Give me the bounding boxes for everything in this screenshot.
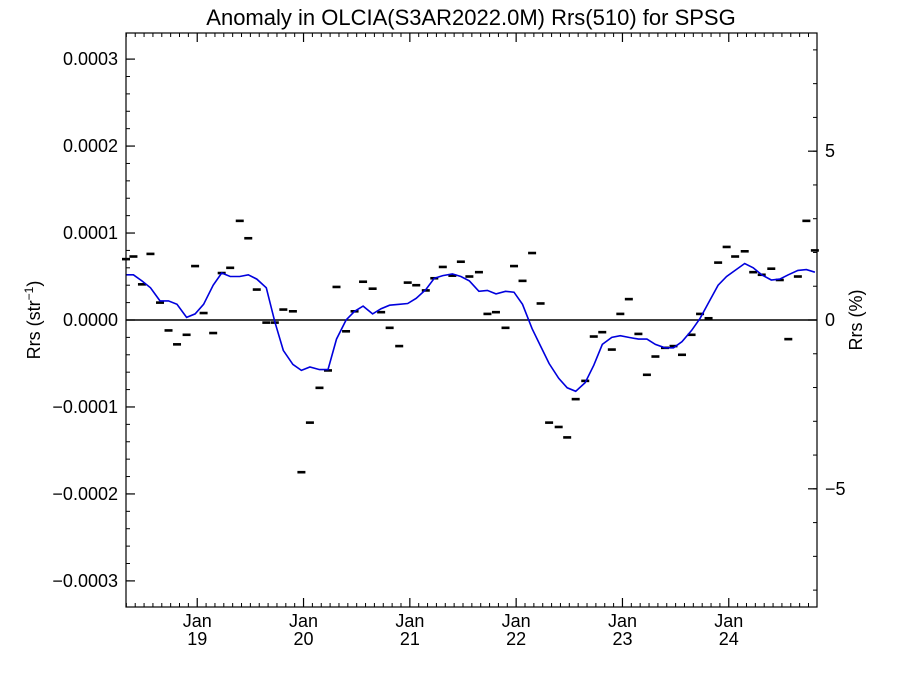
y-tick-label-2: 0.0001 (63, 223, 118, 243)
y-tick-label-4: −0.0001 (52, 397, 118, 417)
y-tick-label-6: −0.0003 (52, 571, 118, 591)
y2-axis-label: Rrs (%) (846, 290, 866, 351)
x-tick-month-2: Jan (395, 611, 424, 631)
plot-area (122, 32, 819, 608)
smoothed-anomaly-line (126, 262, 816, 393)
x-tick-month-5: Jan (714, 611, 743, 631)
y2-tick-label-0: 5 (825, 141, 835, 161)
y-axis-right: 5 0 −5 (808, 49, 846, 591)
y-tick-label-5: −0.0002 (52, 484, 118, 504)
y-tick-label-0: 0.0003 (63, 49, 118, 69)
data-points (122, 219, 819, 474)
y-tick-label-3: 0.0000 (63, 310, 118, 330)
x-tick-year-3: 22 (506, 629, 526, 649)
x-tick-month-4: Jan (608, 611, 637, 631)
y-tick-label-1: 0.0002 (63, 136, 118, 156)
x-tick-month-1: Jan (289, 611, 318, 631)
x-tick-year-5: 24 (719, 629, 739, 649)
chart-title: Anomaly in OLCIA(S3AR2022.0M) Rrs(510) f… (206, 5, 735, 30)
y-axis-label: Rrs (str−1) (22, 281, 44, 360)
x-tick-month-0: Jan (183, 611, 212, 631)
x-tick-year-4: 23 (612, 629, 632, 649)
y2-tick-label-1: 0 (825, 310, 835, 330)
y2-tick-label-2: −5 (825, 479, 846, 499)
x-tick-year-1: 20 (294, 629, 314, 649)
x-tick-month-3: Jan (502, 611, 531, 631)
y-axis-left: 0.0003 0.0002 0.0001 0.0000 −0.0001 −0.0002 −0… (52, 49, 135, 591)
x-tick-year-2: 21 (400, 629, 420, 649)
x-tick-year-0: 19 (187, 629, 207, 649)
